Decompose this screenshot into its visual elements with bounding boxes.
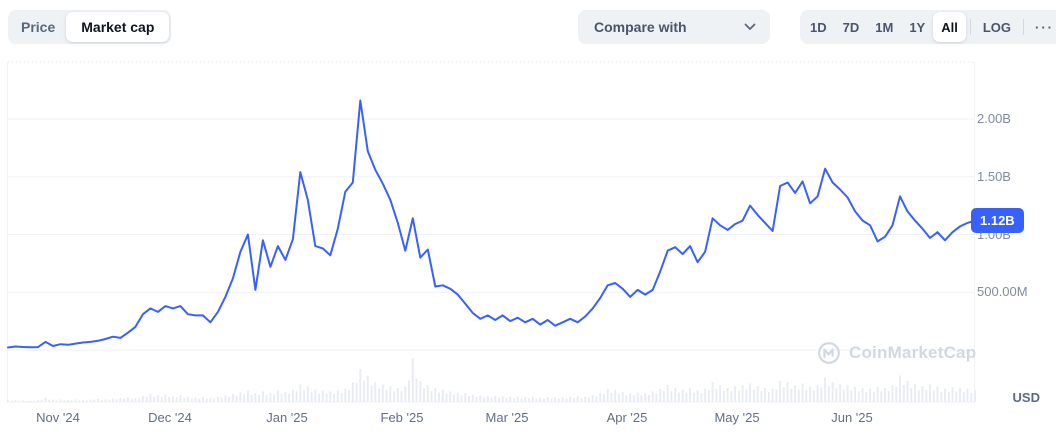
x-axis-label: May '25 bbox=[714, 410, 760, 425]
coinmarketcap-watermark: CoinMarketCap bbox=[817, 341, 976, 365]
log-scale-button[interactable]: LOG bbox=[975, 12, 1019, 42]
x-axis-label: Nov '24 bbox=[36, 410, 80, 425]
coinmarketcap-logo-icon bbox=[818, 342, 840, 364]
chevron-down-icon bbox=[744, 23, 756, 30]
range-button-1y[interactable]: 1Y bbox=[901, 12, 933, 42]
x-axis-label: Apr '25 bbox=[606, 410, 648, 425]
y-axis-label: 500.00M bbox=[977, 284, 1028, 300]
compare-with-dropdown[interactable]: Compare with bbox=[578, 10, 770, 44]
x-axis-label: Jan '25 bbox=[266, 410, 308, 425]
tab-market-cap[interactable]: Market cap bbox=[66, 12, 170, 42]
y-axis-label: 1.50B bbox=[977, 168, 1011, 184]
compare-with-label: Compare with bbox=[594, 19, 687, 35]
divider bbox=[969, 19, 971, 35]
range-button-all[interactable]: All bbox=[933, 12, 966, 42]
range-button-7d[interactable]: 7D bbox=[835, 12, 868, 42]
volume-bars bbox=[7, 358, 976, 402]
divider bbox=[1023, 19, 1025, 35]
x-axis-label: Mar '25 bbox=[485, 410, 529, 425]
current-value-badge: 1.12B bbox=[971, 208, 1024, 233]
x-axis-label: Feb '25 bbox=[380, 410, 424, 425]
x-axis-label: Jun '25 bbox=[831, 410, 873, 425]
range-options: 1D 7D 1M 1Y All bbox=[802, 12, 966, 42]
range-button-1d[interactable]: 1D bbox=[802, 12, 835, 42]
range-selector: 1D 7D 1M 1Y All LOG ··· bbox=[800, 10, 1056, 44]
range-button-1m[interactable]: 1M bbox=[867, 12, 901, 42]
x-axis-label: Dec '24 bbox=[148, 410, 192, 425]
more-options-button[interactable]: ··· bbox=[1028, 12, 1056, 42]
currency-label: USD bbox=[1012, 390, 1040, 405]
y-axis-label: 2.00B bbox=[977, 111, 1011, 126]
tab-price[interactable]: Price bbox=[10, 12, 66, 42]
metric-toggle: Price Market cap bbox=[8, 10, 172, 44]
market-cap-series-line bbox=[7, 99, 976, 349]
watermark-text: CoinMarketCap bbox=[849, 343, 977, 362]
